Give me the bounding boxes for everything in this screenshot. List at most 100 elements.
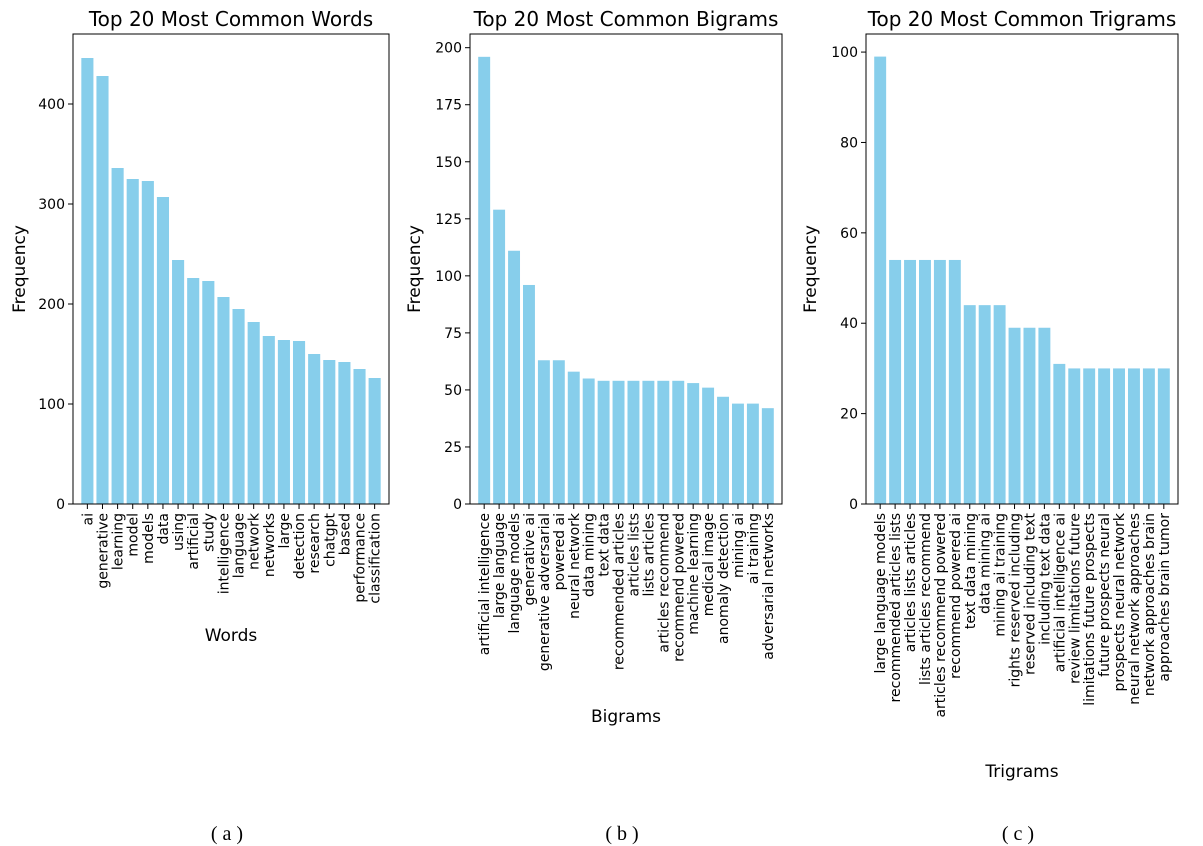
x-tick-label: data [156, 513, 172, 545]
x-tick-label: learning [111, 513, 127, 570]
y-tick-label: 100 [831, 45, 858, 61]
y-tick-label: 125 [435, 212, 462, 228]
bar [948, 259, 961, 504]
chart-panel-2: 0 25 50 75 100 125 150 175 200 artificial intelli… [405, 7, 783, 845]
y-tick-label: 200 [38, 297, 65, 313]
bar [1127, 368, 1140, 504]
x-tick-label: including text data [1037, 513, 1053, 645]
bar [627, 380, 640, 504]
x-tick-label: study [201, 513, 217, 552]
bar [889, 259, 902, 504]
x-tick-label: artificial intelligence [477, 513, 493, 655]
panel-caption: ( a ) [211, 823, 243, 845]
bar [731, 403, 744, 504]
y-tick-label: 100 [435, 269, 462, 285]
bar [1038, 327, 1051, 504]
x-tick-label: network [247, 512, 263, 570]
y-tick-label: 25 [444, 440, 462, 456]
x-tick-label: limitations future prospects [1082, 513, 1098, 706]
bar [552, 360, 565, 504]
bar [1113, 368, 1125, 504]
bar [657, 380, 670, 504]
bar [919, 259, 931, 504]
x-tick-label: articles recommend powered [933, 513, 949, 718]
bar [687, 383, 700, 504]
x-tick-label: recommended articles lists [888, 513, 904, 702]
x-tick-label: text data mining [963, 513, 979, 629]
x-tick-label: network approaches brain [1142, 513, 1158, 696]
x-tick-label: large language [492, 513, 508, 618]
x-tick-label: chatgpt [322, 512, 338, 566]
x-axis-label: Words [205, 626, 258, 646]
bar [508, 250, 521, 504]
bar [338, 362, 351, 504]
bar [308, 354, 321, 504]
x-tick-label: data mining [582, 513, 598, 597]
x-tick-label: large language models [873, 513, 889, 673]
x-tick-label: research [307, 513, 323, 574]
chart-title: Top 20 Most Common Bigrams [473, 7, 779, 31]
x-tick-label: based [337, 513, 353, 555]
y-tick-label: 300 [38, 197, 65, 213]
bar [156, 197, 170, 504]
bar [172, 260, 185, 504]
x-tick-label: intelligence [216, 513, 232, 594]
y-tick-label: 175 [435, 98, 462, 114]
y-tick-label: 0 [453, 497, 462, 513]
y-axis-label: Frequency [405, 225, 425, 313]
bar [597, 380, 610, 504]
y-tick-label: 60 [840, 226, 858, 242]
bar [292, 341, 306, 504]
bar [126, 179, 139, 504]
x-tick-label: ai [80, 513, 96, 525]
bar [217, 297, 230, 504]
bar [963, 305, 976, 504]
y-tick-label: 80 [840, 135, 858, 151]
x-axis-label: Trigrams [984, 762, 1058, 782]
bar [81, 58, 94, 504]
x-tick-label: medical image [701, 513, 717, 616]
bar [96, 76, 109, 504]
bar [567, 371, 580, 504]
y-axis-label: Frequency [801, 225, 821, 313]
x-tick-label: recommend powered [671, 513, 687, 662]
x-tick-label: generative adversarial [537, 513, 553, 671]
bar [1083, 368, 1096, 504]
x-tick-label: recommended articles [612, 513, 628, 670]
chart-title: Top 20 Most Common Words [88, 7, 373, 31]
x-tick-label: neural network approaches [1127, 513, 1143, 705]
x-tick-label: prospects neural network [1112, 512, 1128, 691]
x-tick-label: data mining ai [978, 513, 994, 614]
bar [247, 322, 260, 504]
y-tick-label: 150 [435, 155, 462, 171]
x-tick-label: mining ai [731, 513, 747, 578]
x-tick-label: models [141, 513, 157, 564]
bar [537, 360, 550, 504]
x-axis-label: Bigrams [591, 707, 661, 727]
x-tick-label: detection [292, 513, 308, 579]
y-tick-label: 400 [38, 97, 65, 113]
bar [642, 380, 655, 504]
x-tick-label: language models [507, 513, 523, 634]
x-tick-label: large [277, 513, 293, 548]
x-tick-label: ai training [746, 513, 762, 584]
bar [717, 396, 729, 504]
x-tick-label: recommend powered ai [948, 513, 964, 679]
bar [1023, 327, 1036, 504]
bar [187, 278, 200, 504]
x-tick-label: articles recommend [656, 513, 672, 653]
y-tick-label: 50 [444, 383, 462, 399]
bar [111, 168, 124, 504]
bar [1008, 327, 1021, 504]
x-tick-label: networks [262, 513, 278, 577]
x-tick-label: mining ai training [993, 513, 1009, 637]
bar [612, 380, 625, 504]
bar [702, 387, 715, 504]
y-axis-label: Frequency [10, 225, 30, 313]
x-tick-label: reserved including text [1022, 513, 1038, 675]
bar [262, 336, 275, 504]
x-tick-label: artificial [186, 513, 202, 570]
y-tick-label: 75 [444, 326, 462, 342]
